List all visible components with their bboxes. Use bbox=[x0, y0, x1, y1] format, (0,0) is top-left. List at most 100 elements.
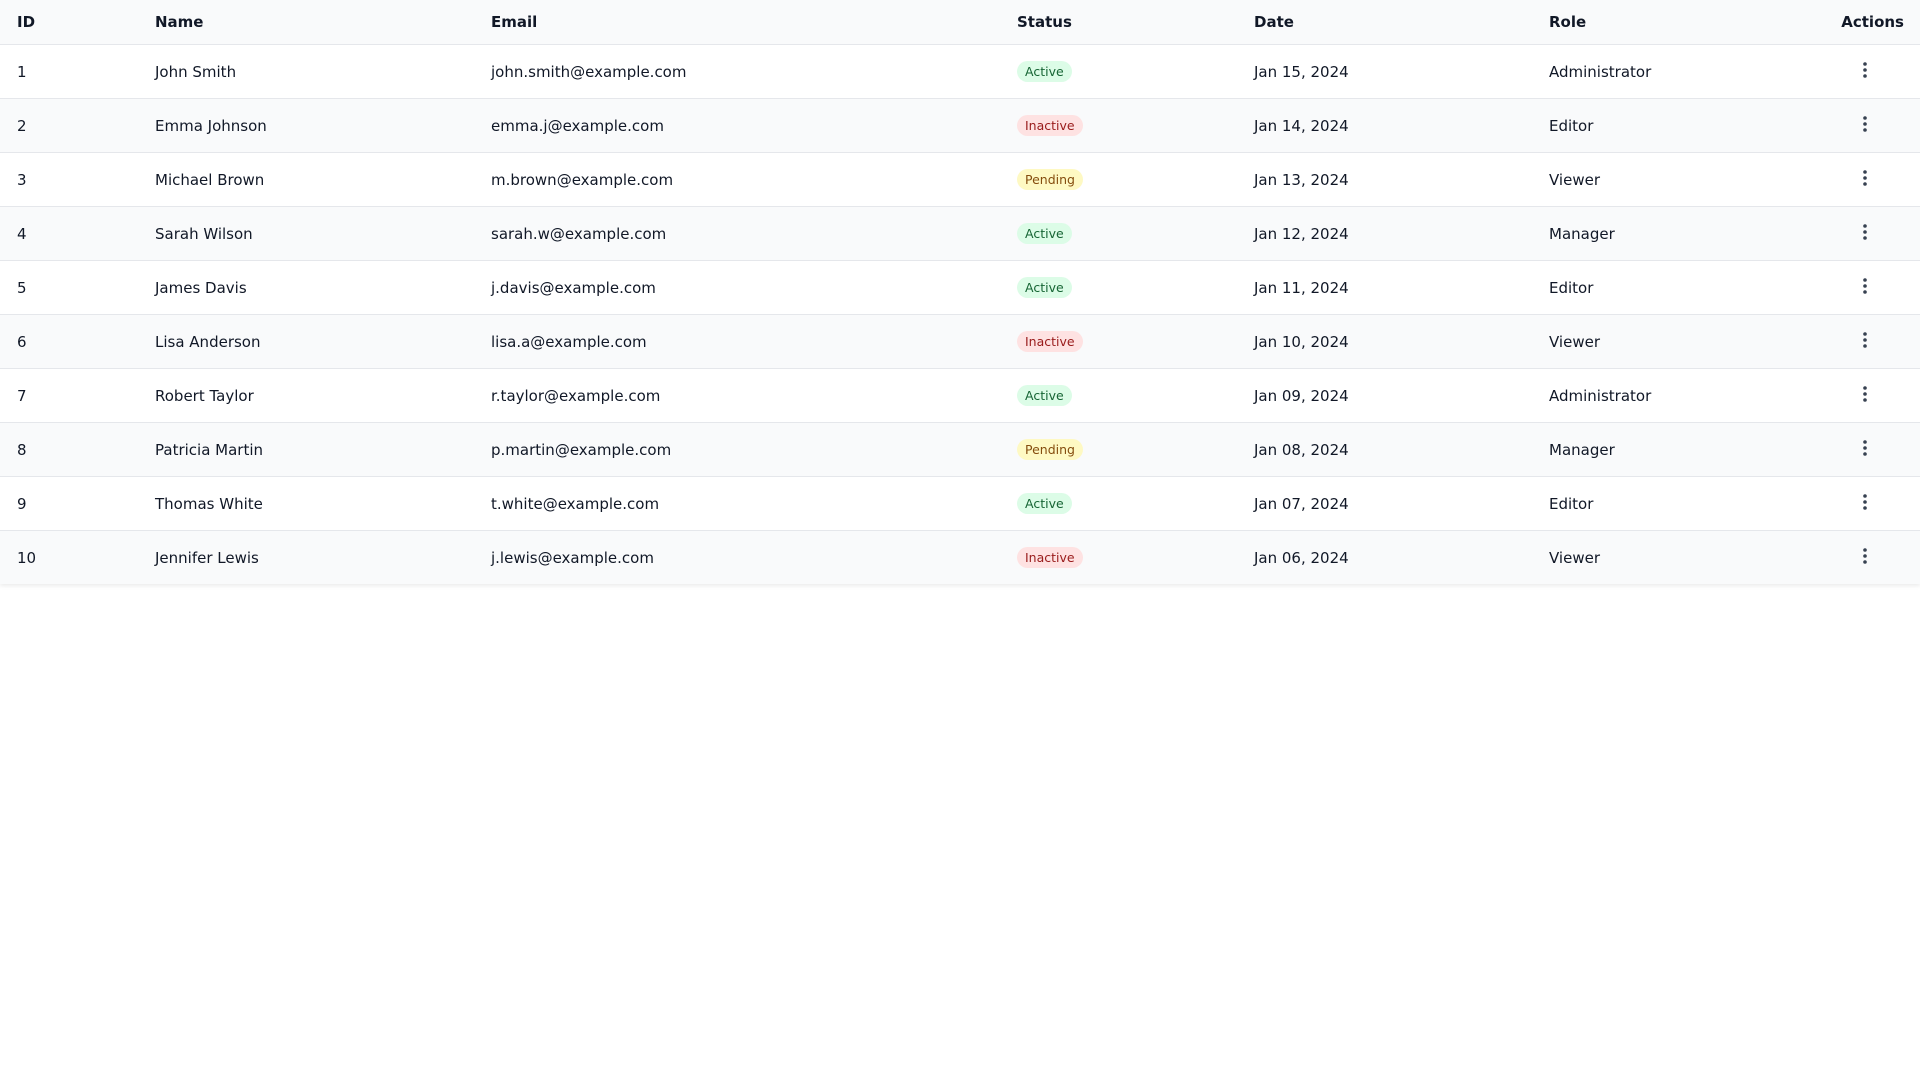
id-cell: 8 bbox=[0, 422, 138, 477]
status-cell: Inactive bbox=[1000, 98, 1237, 153]
table-body: 1 John Smith john.smith@example.com Active J… bbox=[0, 44, 1920, 584]
date-cell: Jan 14, 2024 bbox=[1237, 98, 1532, 153]
email-cell: john.smith@example.com bbox=[474, 44, 1000, 99]
status-badge: Pending bbox=[1017, 169, 1083, 190]
kebab-icon bbox=[1863, 61, 1867, 78]
date-cell: Jan 11, 2024 bbox=[1237, 260, 1532, 315]
table-row: 9 Thomas White t.white@example.com Active Ja… bbox=[0, 476, 1920, 531]
date-cell: Jan 15, 2024 bbox=[1237, 44, 1532, 99]
data-table: ID Name Email Status Date Role Actions 1 John S… bbox=[0, 0, 1920, 584]
kebab-icon bbox=[1863, 331, 1867, 348]
more-actions-button[interactable] bbox=[1862, 277, 1868, 299]
actions-cell bbox=[1810, 44, 1920, 99]
table-row: 8 Patricia Martin p.martin@example.com Pend… bbox=[0, 422, 1920, 477]
date-cell: Jan 12, 2024 bbox=[1237, 206, 1532, 261]
kebab-icon bbox=[1863, 439, 1867, 456]
actions-cell bbox=[1810, 530, 1920, 584]
role-cell: Editor bbox=[1532, 98, 1810, 153]
id-cell: 7 bbox=[0, 368, 138, 423]
date-cell: Jan 10, 2024 bbox=[1237, 314, 1532, 369]
column-header: Role bbox=[1532, 0, 1810, 45]
table-row: 10 Jennifer Lewis j.lewis@example.com Inact… bbox=[0, 530, 1920, 584]
name-cell: James Davis bbox=[138, 260, 474, 315]
email-cell: j.lewis@example.com bbox=[474, 530, 1000, 584]
date-cell: Jan 06, 2024 bbox=[1237, 530, 1532, 584]
status-badge: Inactive bbox=[1017, 547, 1083, 568]
actions-cell bbox=[1810, 152, 1920, 207]
email-cell: t.white@example.com bbox=[474, 476, 1000, 531]
id-cell: 9 bbox=[0, 476, 138, 531]
name-cell: Lisa Anderson bbox=[138, 314, 474, 369]
email-cell: lisa.a@example.com bbox=[474, 314, 1000, 369]
id-cell: 2 bbox=[0, 98, 138, 153]
table-row: 3 Michael Brown m.brown@example.com Pending… bbox=[0, 152, 1920, 207]
status-badge: Pending bbox=[1017, 439, 1083, 460]
role-cell: Administrator bbox=[1532, 44, 1810, 99]
id-cell: 1 bbox=[0, 44, 138, 99]
table-row: 4 Sarah Wilson sarah.w@example.com Active Ja… bbox=[0, 206, 1920, 261]
more-actions-button[interactable] bbox=[1862, 223, 1868, 245]
kebab-icon bbox=[1863, 547, 1867, 564]
status-cell: Inactive bbox=[1000, 530, 1237, 584]
kebab-icon bbox=[1863, 169, 1867, 186]
status-badge: Inactive bbox=[1017, 331, 1083, 352]
status-cell: Active bbox=[1000, 44, 1237, 99]
more-actions-button[interactable] bbox=[1862, 61, 1868, 83]
role-cell: Manager bbox=[1532, 422, 1810, 477]
name-cell: John Smith bbox=[138, 44, 474, 99]
more-actions-button[interactable] bbox=[1862, 331, 1868, 353]
id-cell: 10 bbox=[0, 530, 138, 584]
name-cell: Sarah Wilson bbox=[138, 206, 474, 261]
status-badge: Active bbox=[1017, 61, 1072, 82]
table-row: 6 Lisa Anderson lisa.a@example.com Inactive… bbox=[0, 314, 1920, 369]
date-cell: Jan 13, 2024 bbox=[1237, 152, 1532, 207]
date-cell: Jan 09, 2024 bbox=[1237, 368, 1532, 423]
status-cell: Active bbox=[1000, 476, 1237, 531]
actions-cell bbox=[1810, 422, 1920, 477]
name-cell: Michael Brown bbox=[138, 152, 474, 207]
role-cell: Viewer bbox=[1532, 152, 1810, 207]
table-row: 2 Emma Johnson emma.j@example.com Inactive J… bbox=[0, 98, 1920, 153]
email-cell: r.taylor@example.com bbox=[474, 368, 1000, 423]
email-cell: p.martin@example.com bbox=[474, 422, 1000, 477]
kebab-icon bbox=[1863, 385, 1867, 402]
more-actions-button[interactable] bbox=[1862, 547, 1868, 569]
more-actions-button[interactable] bbox=[1862, 493, 1868, 515]
status-badge: Active bbox=[1017, 223, 1072, 244]
id-cell: 4 bbox=[0, 206, 138, 261]
status-badge: Active bbox=[1017, 385, 1072, 406]
role-cell: Manager bbox=[1532, 206, 1810, 261]
name-cell: Patricia Martin bbox=[138, 422, 474, 477]
id-cell: 5 bbox=[0, 260, 138, 315]
column-header: ID bbox=[0, 0, 138, 45]
name-cell: Robert Taylor bbox=[138, 368, 474, 423]
kebab-icon bbox=[1863, 115, 1867, 132]
status-cell: Inactive bbox=[1000, 314, 1237, 369]
column-header: Status bbox=[1000, 0, 1237, 45]
id-cell: 3 bbox=[0, 152, 138, 207]
actions-cell bbox=[1810, 476, 1920, 531]
name-cell: Emma Johnson bbox=[138, 98, 474, 153]
email-cell: sarah.w@example.com bbox=[474, 206, 1000, 261]
more-actions-button[interactable] bbox=[1862, 385, 1868, 407]
status-cell: Active bbox=[1000, 206, 1237, 261]
kebab-icon bbox=[1863, 277, 1867, 294]
actions-cell bbox=[1810, 98, 1920, 153]
actions-cell bbox=[1810, 260, 1920, 315]
table-row: 5 James Davis j.davis@example.com Active Jan… bbox=[0, 260, 1920, 315]
status-cell: Active bbox=[1000, 368, 1237, 423]
table-row: 1 John Smith john.smith@example.com Active J… bbox=[0, 44, 1920, 99]
role-cell: Viewer bbox=[1532, 530, 1810, 584]
email-cell: m.brown@example.com bbox=[474, 152, 1000, 207]
actions-cell bbox=[1810, 368, 1920, 423]
more-actions-button[interactable] bbox=[1862, 169, 1868, 191]
email-cell: emma.j@example.com bbox=[474, 98, 1000, 153]
more-actions-button[interactable] bbox=[1862, 115, 1868, 137]
name-cell: Thomas White bbox=[138, 476, 474, 531]
header-row: ID Name Email Status Date Role Actions bbox=[0, 0, 1920, 45]
more-actions-button[interactable] bbox=[1862, 439, 1868, 461]
role-cell: Editor bbox=[1532, 476, 1810, 531]
status-cell: Pending bbox=[1000, 152, 1237, 207]
column-header: Actions bbox=[1810, 0, 1920, 45]
